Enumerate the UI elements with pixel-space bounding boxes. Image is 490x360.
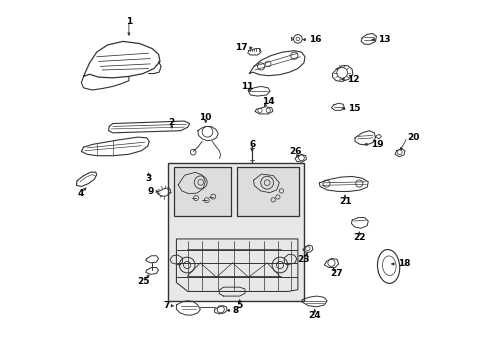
Text: 21: 21 xyxy=(339,197,351,206)
Text: 9: 9 xyxy=(147,187,154,196)
Text: 19: 19 xyxy=(371,140,383,149)
Text: 10: 10 xyxy=(199,113,212,122)
Text: 20: 20 xyxy=(408,132,420,141)
Bar xyxy=(173,167,231,216)
Text: 26: 26 xyxy=(289,147,301,156)
Text: 23: 23 xyxy=(298,255,310,264)
Text: 8: 8 xyxy=(232,306,239,315)
Text: 2: 2 xyxy=(169,118,175,127)
Text: 6: 6 xyxy=(249,140,255,149)
Text: 22: 22 xyxy=(353,233,366,242)
Text: 18: 18 xyxy=(398,260,411,269)
Text: 17: 17 xyxy=(235,43,248,52)
Bar xyxy=(168,163,304,301)
Bar xyxy=(237,167,298,216)
Text: 15: 15 xyxy=(348,104,360,113)
Text: 3: 3 xyxy=(146,174,152,183)
Text: 4: 4 xyxy=(77,189,84,198)
Text: 24: 24 xyxy=(308,311,321,320)
Text: 1: 1 xyxy=(126,17,132,26)
Text: 11: 11 xyxy=(241,82,253,91)
Text: 25: 25 xyxy=(137,277,149,286)
Text: 27: 27 xyxy=(330,269,343,278)
Text: 16: 16 xyxy=(309,35,321,44)
Text: 7: 7 xyxy=(163,301,169,310)
Text: 13: 13 xyxy=(378,35,391,44)
Text: 12: 12 xyxy=(347,75,359,84)
Text: 5: 5 xyxy=(237,301,243,310)
Text: 14: 14 xyxy=(262,97,274,106)
